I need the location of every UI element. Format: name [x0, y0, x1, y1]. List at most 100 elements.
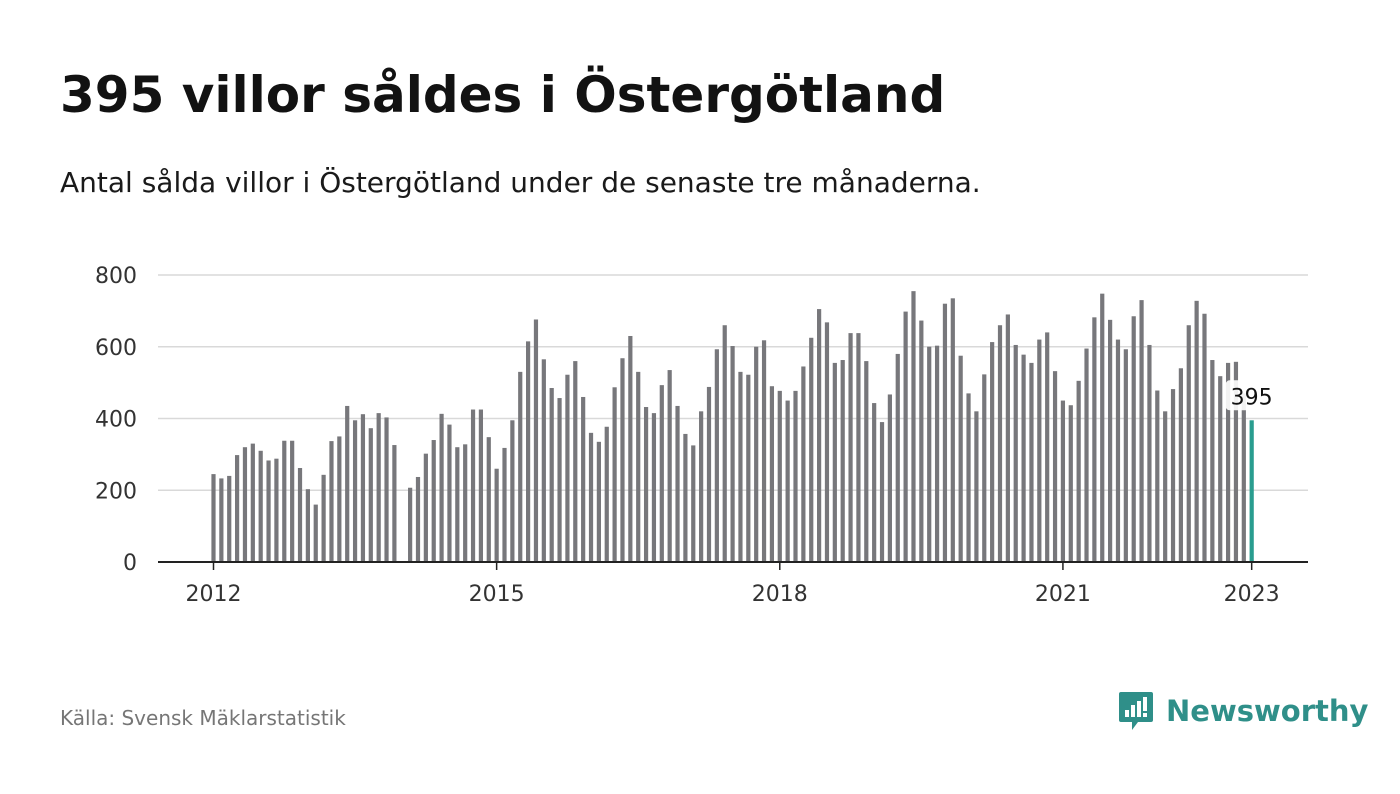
newsworthy-logo-icon: [1119, 692, 1153, 730]
bar: [714, 349, 719, 562]
bar: [832, 362, 837, 562]
bar: [1178, 368, 1183, 562]
bar: [502, 447, 507, 562]
bar-chart: 0 200 400 600 800 2012 2015 2018 2021 2023 395: [95, 264, 1308, 607]
bar: [439, 413, 444, 562]
brand-logo[interactable]: Newsworthy: [1118, 690, 1368, 732]
bar: [942, 303, 948, 562]
bar: [494, 468, 499, 562]
bar: [777, 390, 782, 562]
bar: [911, 291, 916, 562]
bar: [258, 450, 263, 562]
bar: [1037, 339, 1042, 562]
bar: [1194, 300, 1199, 562]
x-tick-label: 2023: [1224, 582, 1280, 607]
bar: [895, 353, 900, 562]
bar: [329, 441, 334, 562]
bar: [588, 432, 594, 562]
bar: [691, 445, 696, 562]
bar: [927, 346, 932, 562]
bar: [360, 414, 366, 562]
bar: [1052, 371, 1058, 562]
data-label: 395: [1231, 385, 1273, 410]
bar: [533, 319, 539, 562]
bar: [1225, 362, 1231, 562]
bar: [463, 444, 468, 562]
bar: [1163, 411, 1168, 562]
bar: [510, 420, 515, 562]
bar: [1084, 348, 1089, 562]
bar: [683, 433, 688, 562]
bar: [699, 411, 704, 562]
bar: [824, 322, 830, 562]
bar: [581, 396, 586, 562]
x-tick-label: 2018: [752, 582, 808, 607]
bar: [321, 474, 326, 562]
bar: [408, 487, 413, 562]
bar: [1115, 339, 1121, 562]
bar: [1076, 380, 1081, 562]
bar: [1170, 389, 1176, 562]
bar: [785, 400, 790, 562]
bar: [848, 333, 853, 562]
bar: [266, 460, 271, 562]
bar: [352, 420, 358, 562]
bar: [1029, 362, 1034, 562]
bar: [604, 426, 609, 562]
bar: [250, 443, 255, 562]
bar: [376, 413, 381, 562]
bar: [817, 309, 822, 562]
bars: [211, 291, 1254, 562]
y-tick-label: 200: [95, 479, 137, 504]
bar: [793, 390, 798, 562]
bar-highlight: [1249, 420, 1254, 562]
bar: [227, 475, 232, 562]
bar: [596, 441, 601, 562]
bar: [1202, 313, 1207, 562]
bar: [675, 405, 680, 562]
bar: [769, 386, 775, 562]
bar: [643, 407, 649, 562]
bar: [974, 411, 979, 562]
y-tick-label: 400: [95, 408, 137, 433]
y-tick-label: 800: [95, 264, 137, 289]
bar: [384, 417, 389, 562]
bar: [879, 422, 885, 562]
y-tick-label: 0: [123, 551, 137, 576]
bar: [345, 405, 350, 562]
bar: [549, 388, 554, 562]
bar: [1233, 361, 1239, 562]
bar: [1123, 349, 1128, 562]
bar: [478, 409, 484, 562]
bar: [651, 413, 657, 562]
bar: [801, 366, 806, 562]
bar: [313, 504, 318, 562]
bar: [746, 374, 751, 562]
bar: [730, 346, 735, 562]
bar: [761, 340, 767, 562]
bar: [1131, 316, 1136, 562]
bar: [518, 371, 523, 562]
chart-title: 395 villor såldes i Östergötland: [60, 66, 946, 124]
bar: [219, 478, 224, 562]
bar: [872, 403, 877, 562]
bar: [1147, 344, 1152, 562]
bar: [706, 386, 712, 562]
bar: [840, 360, 845, 562]
bar: [415, 476, 421, 562]
bar: [887, 394, 892, 562]
bar: [573, 361, 578, 562]
bar: [1045, 332, 1050, 562]
bar: [667, 370, 672, 562]
bar: [211, 474, 216, 562]
bar: [754, 346, 759, 562]
bar: [722, 325, 727, 562]
bar: [809, 337, 814, 562]
bar: [565, 374, 570, 562]
bar: [242, 447, 248, 562]
bar: [526, 341, 531, 562]
bar: [447, 424, 452, 562]
bar: [392, 445, 397, 562]
bar: [1092, 317, 1097, 562]
bar: [1100, 293, 1105, 562]
